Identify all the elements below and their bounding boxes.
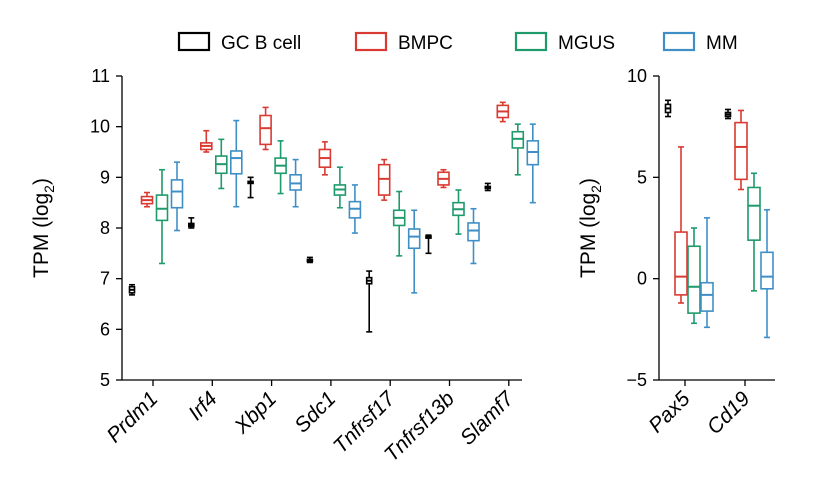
box-iqr (511, 130, 525, 149)
box-gc-b-cell-pax5 (664, 99, 672, 118)
box-gc-b-cell-tnfrsf13b (425, 234, 432, 255)
left-y-axis-title-close: ) (30, 178, 53, 185)
legend-label-mgus: MGUS (558, 33, 615, 54)
y-tick-label: −5 (626, 370, 647, 390)
left-y-axis-title: TPM (log2) (30, 178, 57, 278)
box-mm-prdm1 (170, 161, 184, 232)
box-gc-b-cell-prdm1 (128, 283, 136, 296)
legend-label-mm: MM (706, 33, 738, 54)
legend-swatch-mgus (514, 31, 548, 52)
right-y-axis-title-subscript: 2 (588, 185, 604, 193)
box-iqr (734, 121, 748, 181)
box-iqr (674, 231, 688, 296)
y-tick-label: 8 (100, 218, 110, 238)
box-gc-b-cell-tnfrsf17 (365, 270, 373, 333)
box-mgus-sdc1 (333, 166, 347, 209)
box-gc-b-cell-irf4 (188, 217, 195, 229)
legend-item-bmpc: BMPC (354, 31, 453, 54)
y-tick-label: 5 (100, 370, 110, 390)
box-iqr (407, 228, 421, 250)
box-mm-sdc1 (348, 184, 362, 234)
box-iqr (155, 194, 169, 222)
box-mgus-pax5 (687, 227, 701, 325)
x-tick-label-slamf7: Slamf7 (456, 386, 519, 449)
right-y-axis-title-main: TPM (log (577, 193, 600, 278)
box-mm-tnfrsf13b (467, 207, 480, 265)
y-tick-label: 0 (637, 269, 647, 289)
box-mm-irf4 (230, 119, 243, 208)
box-mgus-irf4 (215, 138, 228, 190)
box-bmpc-tnfrsf13b (437, 168, 450, 189)
legend-item-mm: MM (662, 31, 738, 54)
box-iqr (259, 114, 272, 146)
y-tick-label: 9 (100, 167, 110, 187)
x-tick-label-sdc1: Sdc1 (290, 387, 340, 437)
legend-item-gc-b-cell: GC B cell (177, 31, 301, 54)
legend-label-gc-b-cell: GC B cell (221, 33, 301, 54)
box-iqr (289, 174, 302, 191)
box-iqr (170, 179, 184, 209)
y-tick-label: 7 (100, 269, 110, 289)
box-iqr (377, 163, 391, 196)
box-iqr (687, 245, 701, 314)
box-bmpc-irf4 (200, 129, 213, 153)
box-mgus-cd19 (747, 172, 761, 292)
legend-swatch-bmpc (354, 31, 388, 52)
legend-item-mgus: MGUS (514, 31, 615, 54)
left-y-axis-title-subscript: 2 (41, 185, 57, 193)
right-panel: −5 0 5 10 Pax5 Cd19 (626, 66, 775, 439)
box-iqr (348, 200, 362, 219)
box-bmpc-cd19 (734, 109, 748, 191)
box-mgus-prdm1 (155, 168, 169, 265)
x-tick-label-xbp1: Xbp1 (229, 387, 281, 439)
box-gc-b-cell-xbp1 (247, 176, 254, 199)
box-iqr (700, 281, 714, 312)
box-bmpc-prdm1 (140, 191, 154, 208)
y-tick-label: 5 (637, 167, 647, 187)
x-tick-label-pax5: Pax5 (644, 387, 694, 437)
box-iqr (747, 186, 761, 241)
box-bmpc-pax5 (674, 146, 688, 304)
box-bmpc-sdc1 (318, 141, 332, 176)
box-mgus-xbp1 (274, 140, 287, 195)
y-tick-label: 10 (627, 66, 647, 86)
box-bmpc-xbp1 (259, 106, 272, 151)
box-bmpc-tnfrsf17 (377, 158, 391, 201)
box-mm-cd19 (760, 208, 774, 339)
x-tick-label-cd19: Cd19 (703, 387, 755, 439)
right-y-axis-title: TPM (log2) (577, 178, 604, 278)
x-tick-label-prdm1: Prdm1 (103, 387, 163, 447)
box-mm-tnfrsf17 (407, 209, 421, 294)
x-tick-label-irf4: Irf4 (184, 387, 222, 425)
box-mm-xbp1 (289, 158, 302, 208)
legend-swatch-mm (662, 31, 696, 52)
y-tick-label: 10 (90, 117, 110, 137)
y-tick-label: 11 (91, 66, 110, 86)
right-y-axis-title-close: ) (577, 178, 600, 185)
box-mgus-tnfrsf13b (452, 189, 465, 235)
box-gc-b-cell-sdc1 (306, 256, 314, 264)
box-mgus-slamf7 (511, 123, 525, 176)
y-tick-label: 6 (100, 319, 110, 339)
box-iqr (230, 150, 243, 175)
box-mm-slamf7 (526, 123, 540, 204)
box-iqr (760, 251, 774, 290)
legend-label-bmpc: BMPC (398, 33, 453, 54)
legend-swatch-gc-b-cell (177, 31, 211, 52)
box-mgus-tnfrsf17 (392, 190, 406, 257)
box-gc-b-cell-slamf7 (484, 182, 492, 192)
left-y-axis-title-main: TPM (log (30, 193, 53, 278)
legend: GC B cell BMPC MGUS MM (177, 31, 738, 54)
box-bmpc-slamf7 (496, 101, 510, 123)
box-gc-b-cell-cd19 (724, 108, 732, 120)
box-iqr (467, 222, 480, 242)
box-mm-pax5 (700, 217, 714, 329)
